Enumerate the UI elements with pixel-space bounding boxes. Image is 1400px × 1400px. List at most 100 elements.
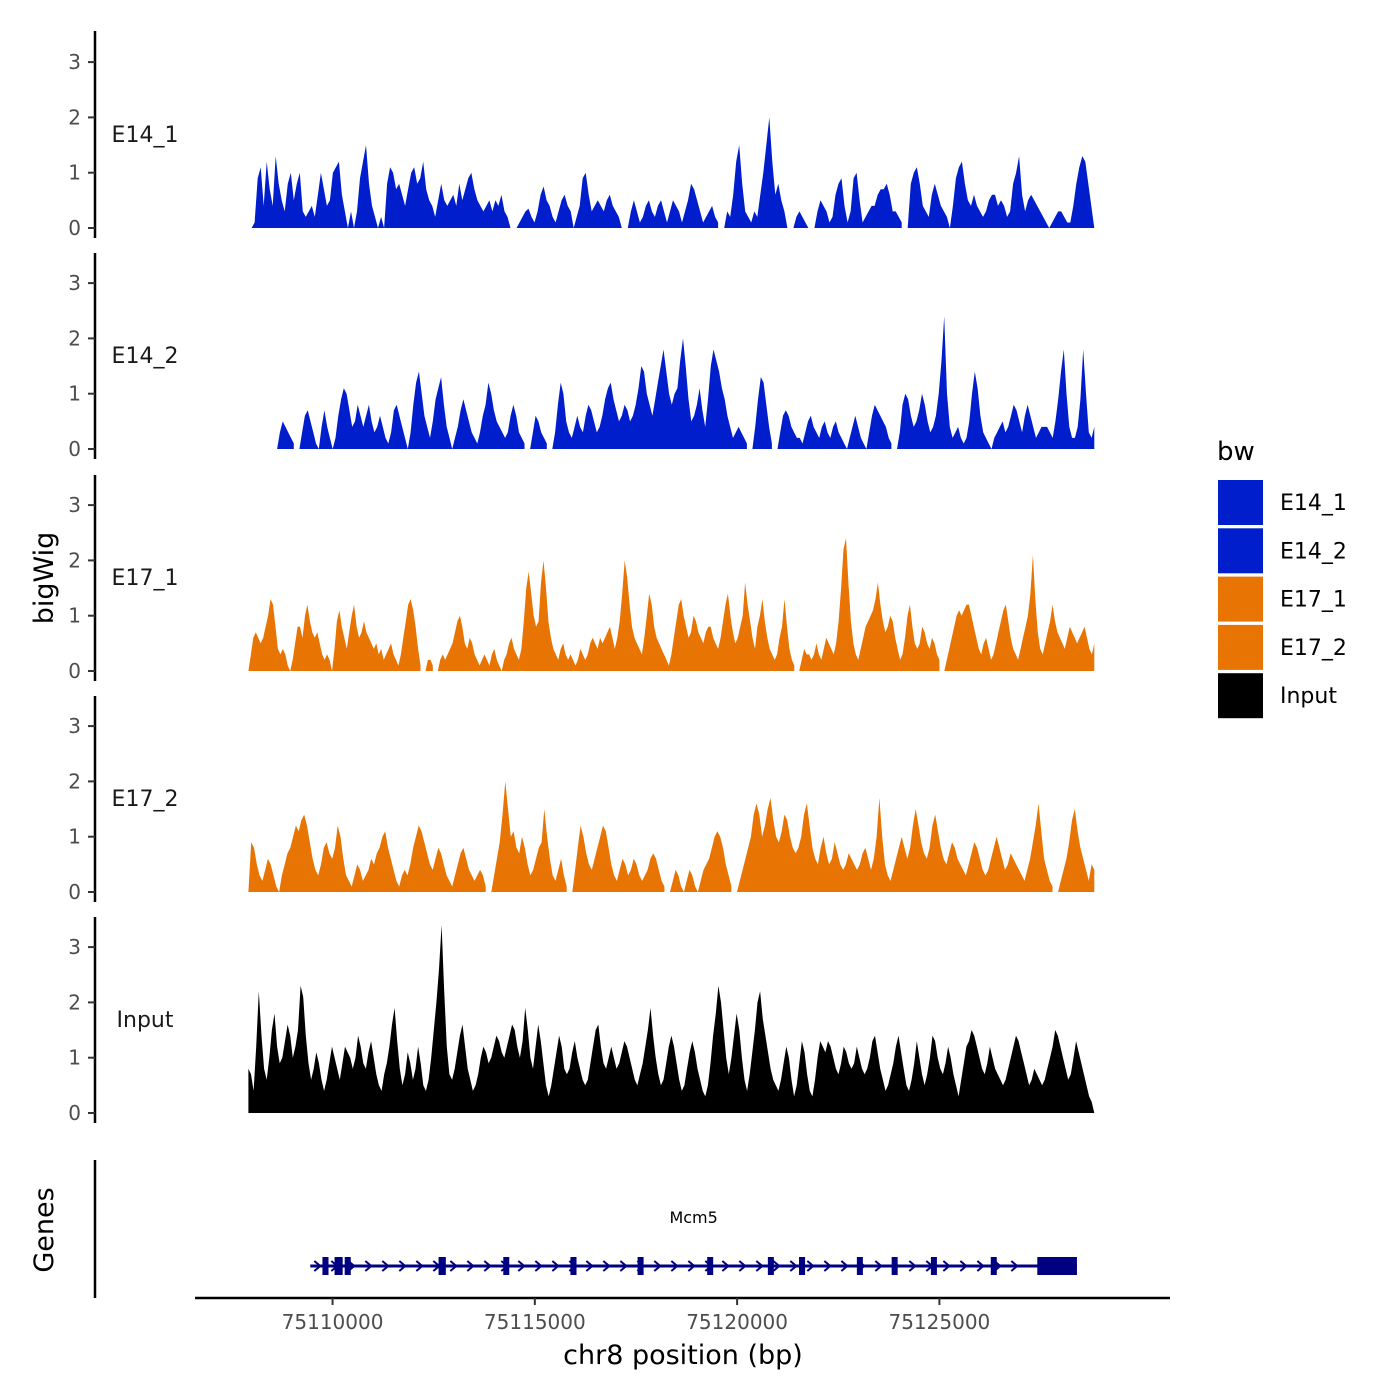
track-e17-2: 0 1 2 3 E17_2 [68, 696, 1095, 904]
strand-arrow [585, 1260, 594, 1272]
strand-arrow [381, 1260, 390, 1272]
strand-arrow [806, 1260, 815, 1272]
strand-arrow [619, 1260, 628, 1272]
track-input: 0 1 2 3 Input [68, 917, 1095, 1125]
signal-segment [627, 183, 719, 228]
strand-arrow [687, 1260, 696, 1272]
y-axis-title: bigWig [29, 532, 60, 625]
signal-segment [799, 538, 940, 671]
strand-arrow [670, 1260, 679, 1272]
gene-name-label: Mcm5 [669, 1208, 717, 1227]
legend-swatch [1218, 528, 1263, 574]
legend-entry-e14-1: E14_1 [1218, 480, 1347, 525]
tracks-layer: 0 1 2 3 E14_1 0 1 2 3 E14_2 0 1 2 3 E17_1 0 1 2 3 E17_2 0 1 2 3… [68, 31, 1095, 1125]
strand-arrow [1010, 1260, 1019, 1272]
strand-arrow [398, 1260, 407, 1272]
strand-arrow [840, 1260, 849, 1272]
track-label: E14_2 [112, 344, 179, 369]
legend: bw E14_1 E14_2 E17_1 E17_2 Input [1217, 437, 1347, 719]
legend-label: E17_2 [1280, 636, 1347, 661]
gene-exon [570, 1257, 577, 1275]
strand-arrow [959, 1260, 968, 1272]
y-tick-label: 1 [68, 161, 81, 185]
x-axis: 75110000 75115000 75120000 75125000 [195, 1296, 1170, 1334]
legend-label: E17_1 [1280, 588, 1347, 613]
legend-entry-e17-1: E17_1 [1218, 576, 1347, 622]
signal-segment [552, 338, 747, 449]
legend-entry-e14-2: E14_2 [1218, 528, 1347, 574]
legend-entry-input: Input [1218, 673, 1337, 719]
gene-exon [334, 1257, 343, 1275]
genes-track-title: Genes [29, 1187, 60, 1272]
legend-swatch [1218, 624, 1263, 670]
signal-segment [572, 825, 665, 892]
strand-arrow [551, 1260, 560, 1272]
genes-layer: Mcm5 [93, 1160, 1077, 1298]
strand-arrow [534, 1260, 543, 1272]
gene-exon [503, 1257, 510, 1275]
track-label: E17_2 [112, 787, 179, 812]
legend-label: Input [1280, 684, 1337, 709]
gene-exon [891, 1257, 898, 1275]
y-tick-label: 2 [68, 769, 81, 793]
signal-segment [251, 145, 511, 228]
legend-label: E14_2 [1280, 539, 1347, 564]
signal-segment [248, 925, 1095, 1113]
x-tick-label: 75110000 [282, 1310, 384, 1334]
legend-swatch [1218, 576, 1263, 622]
signal-segment [793, 211, 809, 228]
y-tick-label: 1 [68, 1046, 81, 1070]
gene-exon [1037, 1257, 1077, 1275]
signal-segment [248, 814, 486, 892]
legend-swatch [1218, 673, 1263, 719]
x-axis-title: chr8 position (bp) [563, 1340, 803, 1371]
strand-arrow [449, 1260, 458, 1272]
gene-exon [637, 1257, 644, 1275]
y-tick-label: 0 [68, 1101, 81, 1125]
signal-segment [425, 659, 433, 671]
signal-segment [724, 117, 788, 228]
y-tick-label: 2 [68, 990, 81, 1014]
y-tick-label: 0 [68, 880, 81, 904]
strand-arrow [364, 1260, 373, 1272]
y-tick-label: 3 [68, 714, 81, 738]
strand-arrow [483, 1260, 492, 1272]
strand-arrow [721, 1260, 730, 1272]
track-label: E14_1 [112, 123, 179, 148]
gene-exon [438, 1257, 446, 1275]
strand-arrow [976, 1260, 985, 1272]
legend-label: E14_1 [1280, 491, 1347, 516]
y-tick-label: 2 [68, 326, 81, 350]
strand-arrow [466, 1260, 475, 1272]
track-e17-1: 0 1 2 3 E17_1 [68, 475, 1095, 683]
signal-segment [437, 560, 795, 671]
track-e14-2: 0 1 2 3 E14_2 [68, 253, 1095, 461]
signal-segment [737, 798, 1053, 892]
strand-arrow [908, 1260, 917, 1272]
y-tick-label: 3 [68, 493, 81, 517]
signal-segment [670, 831, 732, 892]
y-tick-label: 1 [68, 382, 81, 406]
x-tick-label: 75115000 [484, 1310, 586, 1334]
gene-exon [322, 1257, 329, 1275]
strand-arrow [602, 1260, 611, 1272]
track-label: E17_1 [112, 566, 179, 591]
y-tick-label: 2 [68, 105, 81, 129]
y-tick-label: 0 [68, 437, 81, 461]
legend-swatch [1218, 480, 1263, 525]
y-tick-label: 2 [68, 548, 81, 572]
strand-arrow [823, 1260, 832, 1272]
signal-segment [944, 554, 1095, 671]
gene-exon [344, 1257, 351, 1275]
gene-exon [707, 1257, 714, 1275]
gene-exon [767, 1257, 774, 1275]
x-tick-label: 75120000 [686, 1310, 788, 1334]
y-tick-label: 1 [68, 825, 81, 849]
signal-segment [248, 599, 421, 671]
signal-segment [777, 404, 892, 449]
signal-segment [907, 156, 1095, 228]
signal-segment [299, 371, 525, 449]
y-tick-label: 0 [68, 216, 81, 240]
x-tick-label: 75125000 [888, 1310, 990, 1334]
